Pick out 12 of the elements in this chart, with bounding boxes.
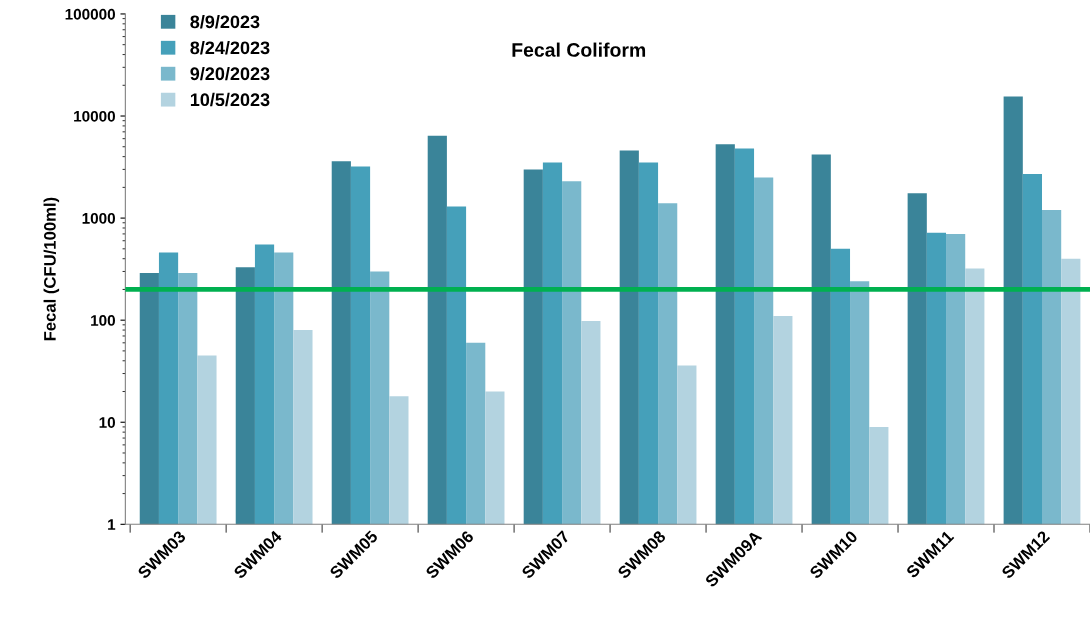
y-tick-label: 10: [99, 417, 115, 428]
legend-label: 10/5/2023: [190, 92, 270, 107]
y-axis-title: Fecal (CFU/100ml): [43, 197, 60, 341]
legend-label: 8/9/2023: [190, 14, 260, 29]
text: Fecal Coliform: [512, 42, 646, 57]
y-tick-label: 100000: [65, 8, 116, 20]
y-tick-label: 1: [108, 519, 116, 530]
y-tick-label: 1000: [82, 212, 116, 224]
y-tick-label: 100: [91, 315, 115, 326]
legend-label: 9/20/2023: [190, 66, 270, 81]
legend-label: 8/24/2023: [190, 40, 270, 55]
y-tick-label: 10000: [74, 110, 116, 122]
